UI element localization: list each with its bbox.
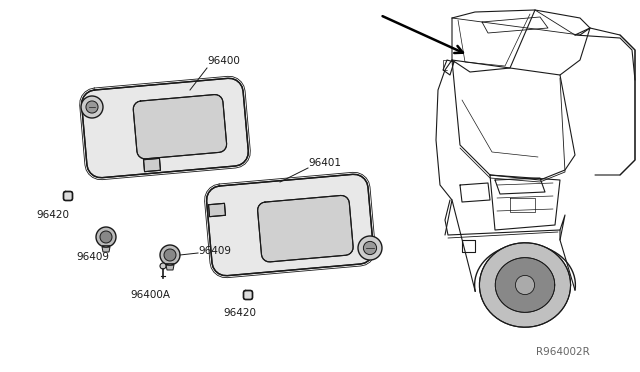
Polygon shape [102, 247, 110, 252]
Polygon shape [63, 192, 72, 201]
Polygon shape [207, 174, 373, 276]
Circle shape [160, 263, 166, 269]
Circle shape [515, 275, 534, 295]
Polygon shape [143, 158, 161, 171]
Text: 96409: 96409 [77, 252, 109, 262]
Circle shape [81, 96, 103, 118]
Polygon shape [166, 265, 174, 270]
Text: 96400A: 96400A [130, 290, 170, 300]
Circle shape [364, 241, 376, 254]
Circle shape [160, 245, 180, 265]
Polygon shape [243, 291, 253, 299]
Circle shape [358, 236, 382, 260]
Text: 96420: 96420 [223, 308, 257, 318]
Circle shape [96, 227, 116, 247]
Circle shape [164, 249, 176, 261]
Circle shape [86, 101, 98, 113]
Text: 96400: 96400 [207, 56, 240, 66]
Circle shape [100, 231, 112, 243]
Polygon shape [479, 243, 571, 327]
Polygon shape [495, 258, 555, 312]
Polygon shape [209, 203, 225, 217]
Polygon shape [133, 94, 227, 159]
Text: 96420: 96420 [36, 210, 70, 220]
Text: 96409: 96409 [198, 246, 231, 256]
Text: 96401: 96401 [308, 158, 341, 168]
Polygon shape [258, 195, 353, 262]
Polygon shape [82, 78, 248, 178]
Text: R964002R: R964002R [536, 347, 590, 357]
